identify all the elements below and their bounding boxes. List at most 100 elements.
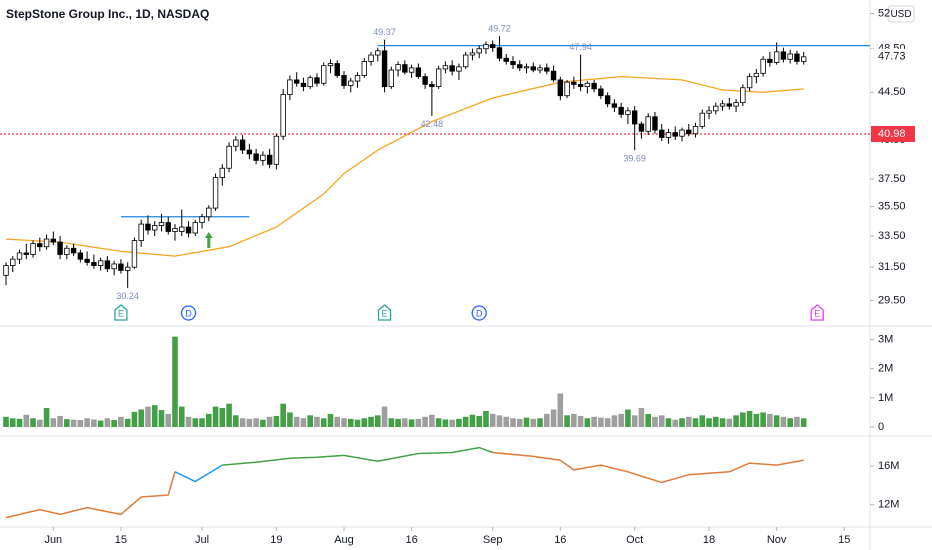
- candle-body: [510, 61, 516, 66]
- volume-bar: [388, 418, 395, 427]
- candle-body: [557, 79, 564, 97]
- price-annotation: 39.69: [623, 154, 646, 164]
- last-price-box: [871, 48, 915, 65]
- volume-bar: [483, 410, 489, 427]
- candle-body: [503, 57, 509, 62]
- indicator-line: [222, 446, 493, 466]
- currency-box: [887, 5, 915, 23]
- volume-bar: [260, 419, 266, 427]
- candle-body: [212, 177, 219, 209]
- candle-body: [124, 266, 131, 271]
- candle-body: [462, 54, 469, 68]
- candle-body: [692, 126, 699, 135]
- volume-bar: [381, 406, 388, 427]
- volume-bar: [30, 418, 36, 427]
- volume-bar: [287, 412, 293, 427]
- price-annotation: 30.24: [116, 291, 139, 301]
- x-tick-label: Nov: [767, 534, 787, 546]
- volume-bar: [354, 419, 361, 427]
- candle-body: [381, 50, 388, 88]
- volume-bar: [773, 415, 780, 427]
- volume-bar: [293, 416, 300, 427]
- volume-bar: [544, 413, 550, 427]
- candle-body: [321, 65, 327, 84]
- volume-bar: [462, 416, 469, 427]
- volume-bar: [185, 416, 192, 427]
- volume-bar: [16, 418, 23, 427]
- candle-body: [307, 77, 313, 88]
- event-marker: [471, 305, 487, 321]
- volume-bar: [64, 419, 70, 427]
- volume-bar: [118, 416, 124, 427]
- candle-body: [408, 67, 415, 73]
- candle-body: [185, 226, 192, 234]
- candle-body: [165, 222, 171, 232]
- signal-arrow: [204, 232, 213, 248]
- volume-bar: [192, 418, 199, 427]
- volume-bar: [246, 418, 253, 427]
- volume-bar: [794, 416, 800, 427]
- volume-bar: [206, 413, 212, 427]
- volume-bar: [131, 411, 138, 427]
- candle-body: [483, 44, 489, 50]
- volume-bar: [77, 420, 84, 427]
- candle-body: [726, 103, 733, 107]
- x-tick-label: 19: [270, 534, 282, 546]
- event-marker: [810, 304, 824, 321]
- candle-body: [3, 265, 9, 276]
- y-tick-label: 37.50: [878, 173, 906, 185]
- volume-bar: [165, 413, 172, 427]
- y-tick-label: 29.50: [878, 294, 906, 306]
- candle-body: [226, 145, 232, 169]
- volume-bar: [158, 410, 165, 427]
- volume-bar: [104, 418, 111, 427]
- volume-bar: [50, 418, 57, 427]
- volume-bar: [145, 406, 151, 427]
- candle-body: [172, 228, 178, 232]
- volume-bar: [625, 409, 631, 427]
- volume-bar: [598, 417, 604, 427]
- candle-body: [719, 103, 726, 107]
- volume-bar: [395, 418, 401, 427]
- candle-body: [104, 260, 111, 270]
- candle-body: [361, 61, 367, 76]
- volume-bar: [178, 406, 185, 427]
- volume-bar: [266, 416, 273, 427]
- candle-body: [435, 68, 442, 88]
- candle-body: [550, 70, 557, 81]
- moving-average: [5, 75, 804, 257]
- volume-bar: [706, 418, 712, 427]
- volume-bar: [449, 419, 455, 427]
- volume-bar: [199, 418, 205, 427]
- candle-body: [327, 63, 334, 67]
- candle-body: [753, 72, 760, 78]
- volume-bar: [212, 406, 219, 427]
- volume-bar: [503, 416, 510, 427]
- candle-body: [253, 153, 259, 161]
- candle-body: [564, 81, 570, 97]
- volume-bar: [537, 418, 543, 427]
- volume-bar: [510, 418, 516, 427]
- candle-body: [665, 132, 672, 138]
- volume-bar: [57, 415, 63, 427]
- event-marker: [377, 304, 392, 321]
- volume-bar: [611, 415, 618, 427]
- candle-body: [145, 223, 151, 231]
- candle-body: [733, 102, 739, 107]
- volume-bar: [591, 416, 597, 427]
- currency: USD: [890, 9, 911, 20]
- candle-body: [16, 252, 23, 260]
- candle-body: [530, 66, 536, 71]
- candle-body: [699, 112, 705, 127]
- candle-body: [517, 64, 523, 69]
- candle-body: [239, 139, 246, 151]
- volume-bar: [442, 419, 449, 427]
- candle-body: [158, 222, 165, 226]
- x-tick-label: 18: [703, 534, 715, 546]
- volume-bar: [239, 418, 246, 427]
- volume-bar: [70, 419, 77, 427]
- candle-body: [625, 110, 631, 115]
- candle-body: [652, 116, 658, 131]
